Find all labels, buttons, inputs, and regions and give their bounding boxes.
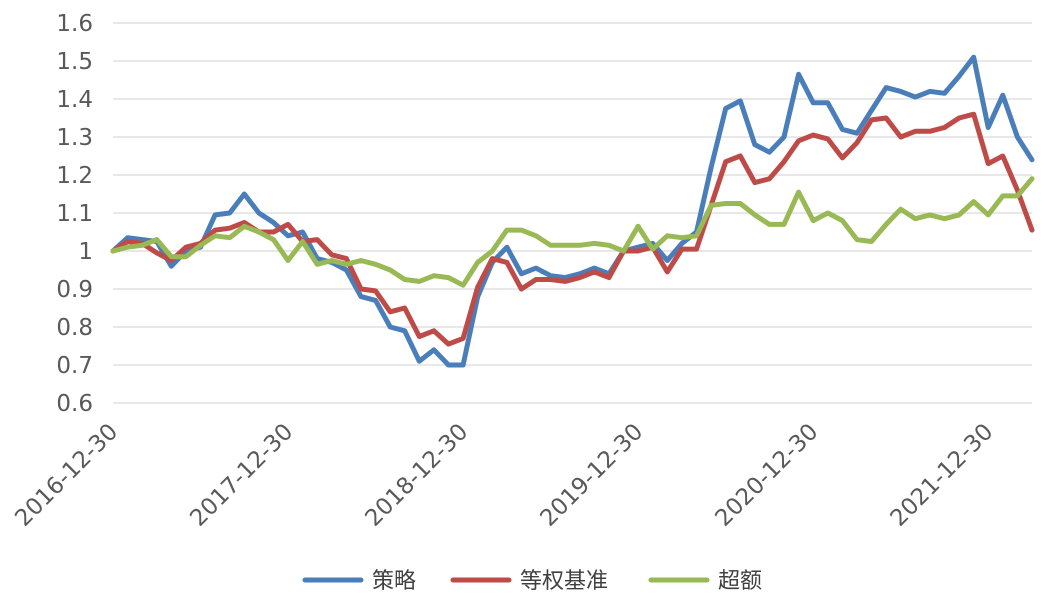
series-line-1	[110, 54, 1035, 368]
y-tick-label: 1	[78, 239, 93, 265]
y-tick-label: 0.7	[56, 353, 93, 379]
y-tick-label: 1.6	[56, 11, 93, 37]
gridlines	[113, 22, 1032, 366]
x-tick-label: 2021-12-30	[886, 419, 999, 532]
y-tick-label: 0.6	[56, 391, 93, 417]
y-tick-label: 1.4	[56, 87, 93, 113]
x-axis-tick-labels: 2016-12-30 2017-12-30 2018-12-30 2019-12-30…	[10, 419, 998, 532]
x-tick-label: 2018-12-30	[360, 419, 473, 532]
y-tick-label: 1.5	[56, 49, 93, 75]
legend-label: 策略	[372, 569, 416, 594]
y-tick-label: 1.2	[56, 163, 93, 189]
series-line-3	[110, 176, 1035, 288]
y-tick-label: 1.3	[56, 125, 93, 151]
y-tick-label: 0.8	[56, 315, 93, 341]
series-line-2	[110, 111, 1035, 347]
legend: 策略 等权基准 超额	[302, 569, 762, 594]
y-tick-label: 0.9	[56, 277, 93, 303]
y-axis-tick-labels: 0.6 0.7 0.8 0.9 1 1.1 1.2 1.3 1.4 1.5 1.6	[56, 11, 93, 417]
legend-label: 超额	[718, 569, 762, 594]
legend-item: 超额	[648, 569, 762, 594]
legend-label: 等权基准	[520, 569, 608, 594]
legend-item: 等权基准	[450, 569, 608, 594]
x-tick-label: 2016-12-30	[10, 419, 123, 532]
series-lines	[110, 54, 1035, 368]
y-tick-label: 1.1	[56, 201, 93, 227]
x-tick-label: 2017-12-30	[185, 419, 298, 532]
legend-item: 策略	[302, 569, 416, 594]
x-tick-label: 2020-12-30	[711, 419, 824, 532]
x-tick-label: 2019-12-30	[535, 419, 648, 532]
